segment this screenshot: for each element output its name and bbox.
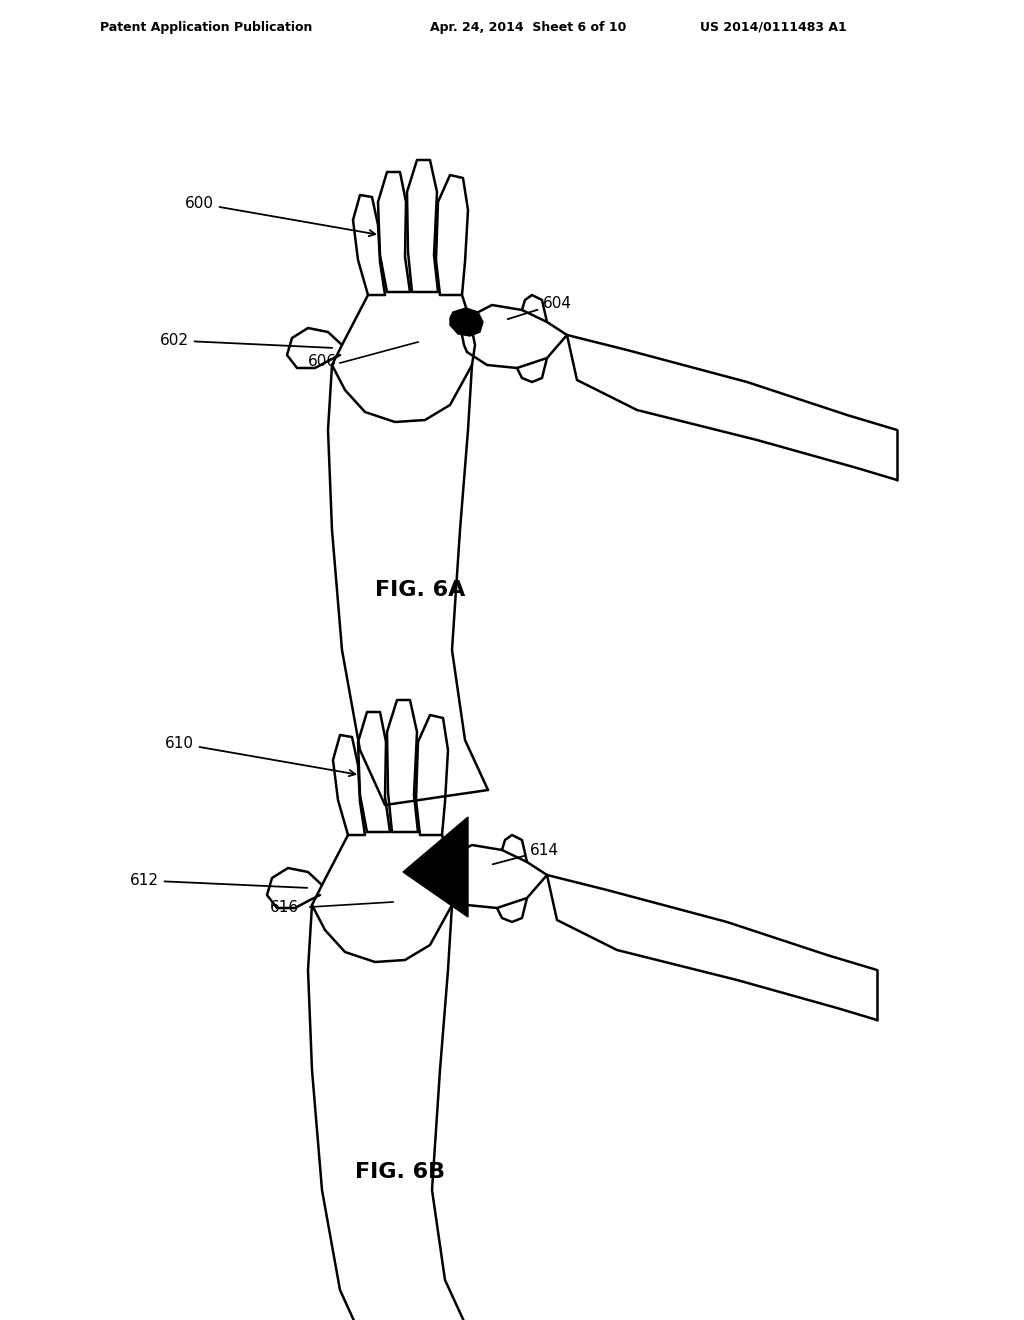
Text: Patent Application Publication: Patent Application Publication bbox=[100, 21, 312, 33]
Polygon shape bbox=[403, 817, 468, 917]
Text: 614: 614 bbox=[493, 843, 559, 865]
Text: 604: 604 bbox=[508, 296, 572, 319]
Text: 602: 602 bbox=[160, 333, 332, 348]
Text: FIG. 6B: FIG. 6B bbox=[355, 1162, 445, 1181]
Polygon shape bbox=[450, 308, 483, 337]
Text: Apr. 24, 2014  Sheet 6 of 10: Apr. 24, 2014 Sheet 6 of 10 bbox=[430, 21, 627, 33]
Text: FIG. 6A: FIG. 6A bbox=[375, 579, 465, 601]
Text: US 2014/0111483 A1: US 2014/0111483 A1 bbox=[700, 21, 847, 33]
Text: 616: 616 bbox=[270, 900, 299, 915]
Text: 606: 606 bbox=[308, 354, 337, 370]
Text: 612: 612 bbox=[130, 873, 307, 888]
Text: 600: 600 bbox=[185, 195, 375, 236]
Text: 610: 610 bbox=[165, 737, 355, 776]
